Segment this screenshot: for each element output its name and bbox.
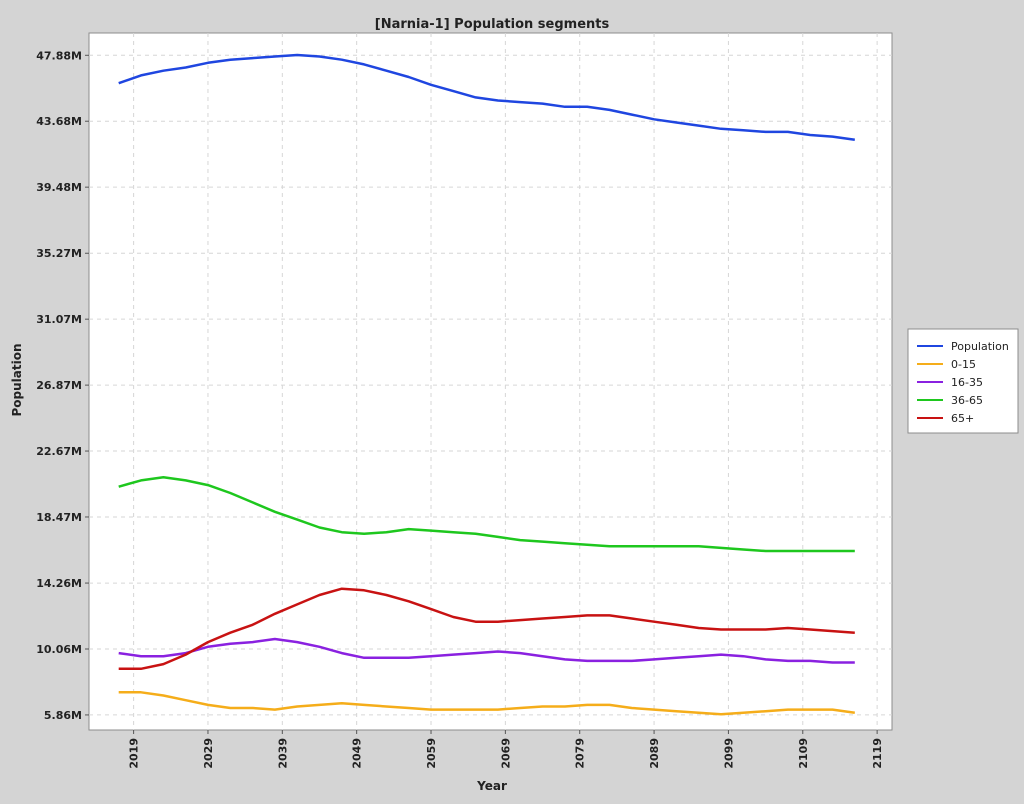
y-tick-label: 43.68M (36, 115, 82, 128)
y-tick-label: 5.86M (44, 709, 82, 722)
y-tick-label: 22.67M (36, 445, 82, 458)
x-tick-label: 2039 (276, 738, 289, 769)
series-line-population (118, 53, 855, 141)
series-line-65- (118, 587, 855, 671)
y-tick-label: 47.88M (36, 49, 82, 62)
x-tick-label: 2049 (351, 738, 364, 769)
legend-label: 0-15 (951, 358, 976, 371)
series-line-0-15 (118, 691, 855, 716)
x-tick-label: 2089 (648, 738, 661, 769)
x-tick-label: 2029 (202, 738, 215, 769)
x-tick-label: 2119 (871, 738, 884, 769)
x-tick-label: 2109 (797, 738, 810, 769)
legend-label: 16-35 (951, 376, 983, 389)
y-tick-label: 26.87M (36, 379, 82, 392)
chart-title: [Narnia-1] Population segments (375, 17, 610, 32)
legend-label: Population (951, 340, 1009, 353)
y-tick-label: 39.48M (36, 181, 82, 194)
series-layer (118, 53, 855, 716)
grid-layer (89, 33, 892, 730)
legend-label: 36-65 (951, 394, 983, 407)
plot-area (88, 32, 893, 731)
y-tick-label: 35.27M (36, 247, 82, 260)
x-tick-label: 2059 (425, 738, 438, 769)
y-tick-label: 18.47M (36, 511, 82, 524)
x-tick-label: 2019 (128, 738, 141, 769)
legend: Population 0-15 16-35 36-65 65+ (907, 328, 1019, 434)
series-line-16-35 (118, 637, 855, 664)
x-tick-label: 2069 (499, 738, 512, 769)
y-tick-label: 10.06M (36, 643, 82, 656)
series-line-36-65 (118, 476, 855, 553)
axis-layer: 5.86M 10.06M 14.26M 18.47M 22.67M 26.87M 31.07… (36, 49, 884, 768)
y-tick-label: 31.07M (36, 313, 82, 326)
x-tick-label: 2099 (722, 738, 735, 769)
y-tick-label: 14.26M (36, 577, 82, 590)
x-axis-label: Year (476, 779, 507, 793)
y-axis-label: Population (10, 343, 24, 416)
legend-label: 65+ (951, 412, 974, 425)
x-tick-label: 2079 (574, 738, 587, 769)
